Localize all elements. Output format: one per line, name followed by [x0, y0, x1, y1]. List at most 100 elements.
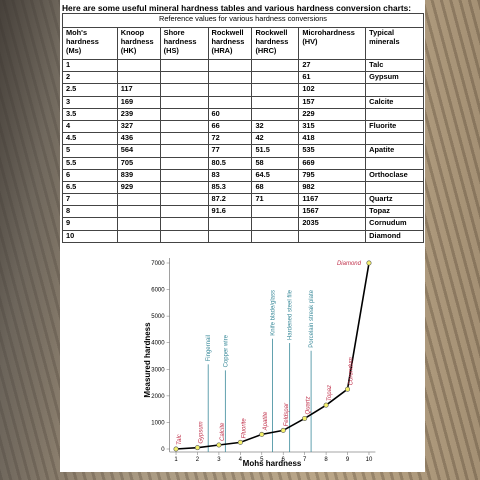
table-cell: [159, 95, 209, 109]
table-cell: 27: [298, 58, 367, 73]
table-cell: Topaz: [365, 205, 424, 219]
mineral-point: [280, 427, 286, 433]
y-tick-label: 4000: [151, 341, 165, 347]
table-cell: 42: [251, 132, 300, 146]
mineral-label: Talc: [177, 434, 183, 445]
table-cell: 87.2: [207, 193, 253, 207]
table-cell: [207, 58, 253, 73]
mineral-label: Corundum: [349, 357, 355, 385]
table-cell: 929: [116, 180, 161, 195]
table-cell: 2.5: [62, 83, 118, 97]
table-row: 8 91.6 1567 Topaz: [62, 205, 424, 219]
x-tick-label: 10: [366, 457, 373, 463]
table-cell: [159, 58, 209, 73]
table-cell: 66: [207, 119, 253, 134]
table-row: 3.5 239 60 229: [62, 107, 424, 121]
mineral-point: [259, 431, 265, 437]
table-row: 9 2035 Cornudum: [62, 217, 424, 231]
table-cell: 6.5: [62, 180, 118, 195]
table-row: 6.5 929 85.3 68 982: [62, 180, 424, 195]
table-row: 1 27 Talc: [62, 58, 424, 73]
table-cell: [251, 71, 300, 85]
table-cell: 5.5: [62, 156, 118, 170]
table-cell: 7: [62, 193, 118, 207]
table-cell: 705: [116, 156, 161, 170]
table-cell: 157: [298, 95, 367, 109]
column-header: Shore hardness (HS): [159, 27, 209, 60]
table-cell: [159, 144, 209, 158]
table-cell: 71: [251, 193, 300, 207]
mineral-point: [194, 445, 200, 451]
table-row: 2 61 Gypsum: [62, 71, 424, 85]
table-row: 7 87.2 71 1167 Quartz: [62, 193, 424, 207]
y-tick-label: 6000: [151, 288, 165, 294]
y-tick-label: 7000: [151, 261, 165, 267]
table-cell: 64.5: [251, 168, 300, 182]
table-cell: Gypsum: [365, 71, 424, 85]
table-cell: [365, 180, 424, 195]
table-cell: 83: [207, 168, 253, 182]
table-cell: 58: [251, 156, 300, 170]
table-cell: 564: [116, 144, 161, 158]
table-cell: [159, 156, 209, 170]
table-cell: [159, 168, 209, 182]
table-cell: 2: [62, 71, 118, 85]
table-cell: [116, 229, 161, 243]
table-cell: [116, 217, 161, 231]
mineral-point: [173, 446, 179, 452]
table-cell: [159, 119, 209, 134]
table-cell: 327: [116, 119, 161, 134]
x-tick-label: 8: [324, 457, 328, 463]
table-row: 5.5 705 80.5 58 669: [62, 156, 424, 170]
column-header: Knoop hardness (HK): [116, 27, 161, 60]
table-title: Reference values for various hardness co…: [62, 13, 424, 28]
mineral-label: Apatite: [263, 411, 269, 431]
table-cell: Talc: [365, 58, 424, 73]
table-cell: [365, 132, 424, 146]
table-cell: 3: [62, 95, 118, 109]
table-cell: [207, 71, 253, 85]
table-cell: [116, 58, 161, 73]
table-cell: 85.3: [207, 180, 253, 195]
table-cell: [365, 83, 424, 97]
table-cell: 117: [116, 83, 161, 97]
y-axis-label: Measured hardness: [143, 322, 152, 398]
mineral-label: Fluorite: [241, 418, 247, 439]
table-cell: 10: [62, 229, 118, 243]
column-header: Typical minerals: [365, 27, 424, 60]
table-cell: [116, 193, 161, 207]
y-tick-label: 3000: [151, 367, 165, 373]
mineral-point: [237, 439, 243, 445]
table-cell: 77: [207, 144, 253, 158]
table-cell: 8: [62, 205, 118, 219]
table-cell: 51.5: [251, 144, 300, 158]
table-cell: Quartz: [365, 193, 424, 207]
table-cell: [159, 180, 209, 195]
table-cell: 982: [298, 180, 367, 195]
table-cell: [251, 83, 300, 97]
header-row: Moh's hardness (Ms) Knoop hardness (HK) Sh…: [62, 27, 424, 60]
table-title-row: Reference values for various hardness co…: [62, 13, 424, 28]
table-row: 4.5 436 72 42 418: [62, 132, 424, 146]
table-cell: [159, 83, 209, 97]
column-header: Rockwell hardness (HRA): [207, 27, 253, 60]
y-tick-label: 5000: [151, 314, 165, 320]
y-tick-label: 0: [161, 447, 165, 453]
mineral-label: Topaz: [327, 385, 333, 401]
table-cell: Diamond: [365, 229, 424, 243]
table-cell: [159, 217, 209, 231]
table-cell: 1567: [298, 205, 367, 219]
table-cell: [298, 229, 367, 243]
x-axis-label: Mohs hardness: [243, 459, 302, 468]
reference-label: Porcelain streak plate: [309, 289, 315, 347]
reference-label: Hardened steel file: [288, 289, 294, 340]
table-cell: [251, 58, 300, 73]
table-row: 5 564 77 51.5 535 Apatite: [62, 144, 424, 158]
table-cell: 4: [62, 119, 118, 134]
mineral-label: Gypsum: [198, 421, 204, 443]
table-cell: 2035: [298, 217, 367, 231]
table-cell: [207, 95, 253, 109]
table-cell: 5: [62, 144, 118, 158]
table-row: 6 839 83 64.5 795 Orthoclase: [62, 168, 424, 182]
